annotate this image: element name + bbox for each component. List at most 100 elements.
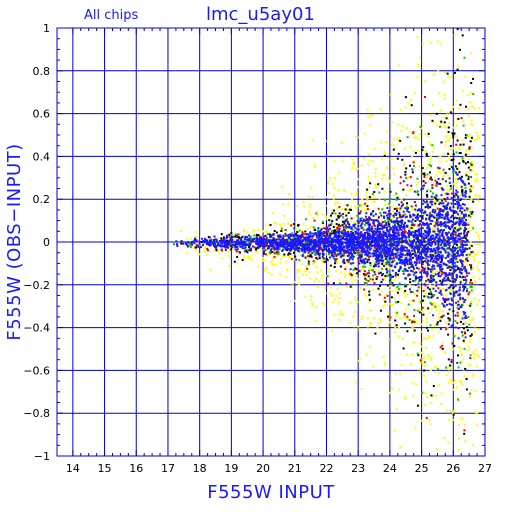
data-point [373, 254, 376, 257]
data-point [420, 270, 423, 273]
data-point [435, 194, 438, 197]
data-point [427, 296, 430, 299]
data-point [398, 282, 401, 285]
data-point [451, 232, 453, 235]
data-point [442, 256, 445, 259]
data-point [452, 246, 454, 249]
data-point [389, 280, 392, 283]
data-point [275, 246, 278, 249]
data-point [391, 121, 394, 124]
data-point [450, 234, 452, 237]
data-point [406, 240, 408, 243]
data-point [447, 283, 450, 286]
data-point [343, 245, 346, 248]
data-point [461, 297, 464, 300]
data-point [350, 233, 353, 236]
data-point [428, 336, 431, 339]
data-point [394, 224, 396, 227]
data-point [364, 215, 367, 218]
data-point [372, 265, 375, 268]
data-point [352, 249, 355, 252]
data-point [448, 319, 451, 322]
data-point [370, 309, 373, 312]
data-point [372, 249, 375, 252]
data-point [339, 225, 342, 227]
data-point [316, 245, 319, 248]
data-point [387, 310, 390, 313]
data-point [438, 160, 441, 163]
data-point [314, 244, 317, 247]
data-point [388, 263, 391, 266]
data-point [385, 222, 388, 225]
data-point [385, 293, 388, 296]
data-point [448, 177, 451, 180]
data-point [325, 215, 327, 218]
data-point [416, 216, 419, 219]
data-point [357, 186, 360, 189]
data-point [425, 194, 428, 196]
data-point [452, 287, 455, 290]
data-point [189, 246, 192, 249]
data-point [428, 288, 431, 291]
data-point [310, 295, 312, 298]
data-point [426, 176, 429, 178]
data-point [440, 243, 443, 246]
data-point [469, 215, 472, 218]
data-point [411, 252, 414, 255]
data-point [348, 245, 351, 248]
data-point [387, 338, 390, 341]
data-point [342, 249, 345, 252]
data-point [412, 230, 415, 233]
data-point [243, 240, 246, 243]
data-point [432, 147, 435, 150]
data-point [416, 309, 419, 312]
data-point [399, 209, 402, 212]
data-point [206, 248, 209, 250]
data-point [186, 244, 189, 247]
data-point [344, 208, 347, 211]
data-point [320, 269, 323, 272]
data-point [253, 234, 256, 237]
data-point [369, 279, 371, 282]
data-point [465, 149, 468, 152]
data-point [318, 238, 321, 241]
data-point [345, 251, 348, 254]
data-point [429, 222, 432, 225]
data-point [408, 238, 411, 241]
data-point [420, 419, 423, 422]
data-point [449, 202, 452, 205]
data-point [461, 223, 464, 226]
data-point [379, 236, 382, 239]
data-point [391, 218, 394, 220]
data-point [466, 288, 469, 290]
data-point [398, 213, 401, 216]
data-point [459, 298, 462, 301]
data-point [465, 388, 468, 391]
data-point [454, 326, 457, 329]
data-point [364, 223, 367, 226]
data-point [397, 229, 400, 232]
data-point [426, 267, 429, 270]
data-point [180, 242, 183, 245]
data-point [463, 331, 466, 334]
data-point [381, 244, 384, 247]
data-point [244, 250, 247, 253]
data-point [390, 257, 393, 260]
data-point [315, 236, 318, 239]
data-point [401, 247, 404, 249]
data-point [425, 152, 428, 155]
data-point [253, 238, 255, 241]
data-point [437, 244, 440, 247]
data-point [247, 238, 250, 241]
data-point [468, 340, 471, 343]
data-point [418, 165, 421, 168]
data-point [447, 156, 450, 159]
data-point [355, 244, 358, 247]
data-point [459, 199, 462, 201]
data-point [468, 244, 471, 246]
data-point [198, 243, 201, 246]
data-point [412, 340, 415, 343]
data-point [268, 234, 271, 237]
data-point [416, 213, 419, 216]
data-point [333, 160, 336, 163]
